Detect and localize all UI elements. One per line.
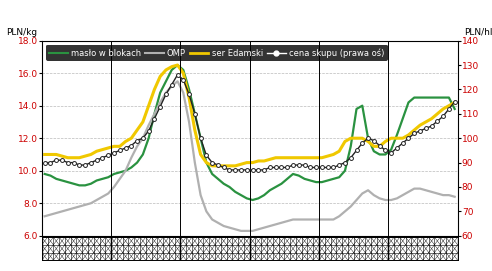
Legend: masło w blokach, OMP, ser Edamski, cena skupu (prawa oś): masło w blokach, OMP, ser Edamski, cena … bbox=[46, 45, 388, 61]
Text: PLN/kg: PLN/kg bbox=[6, 28, 37, 37]
Text: PLN/hl: PLN/hl bbox=[464, 28, 492, 37]
